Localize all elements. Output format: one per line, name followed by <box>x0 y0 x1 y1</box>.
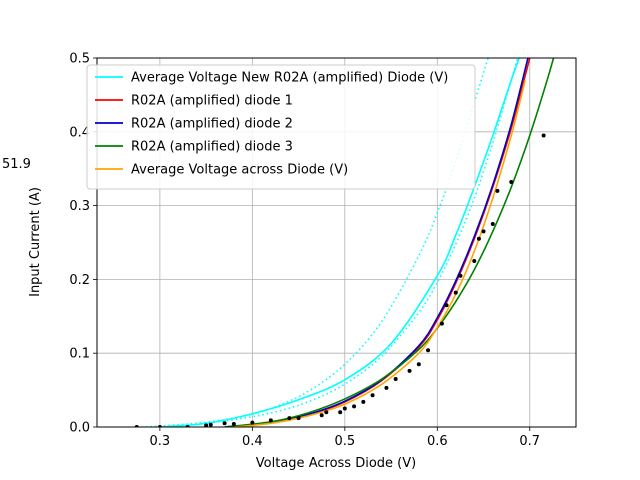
scatter-point <box>407 368 412 373</box>
scatter-point <box>338 410 343 415</box>
legend-box <box>86 64 476 190</box>
x-axis-ticks: 0.3 0.4 0.5 0.6 0.7 <box>150 427 540 449</box>
scatter-point <box>370 393 375 398</box>
y-tick-label: 0.3 <box>69 199 90 214</box>
scatter-point <box>222 421 227 426</box>
scatter-point <box>444 303 449 308</box>
x-tick-label: 0.6 <box>427 434 448 449</box>
x-tick-label: 0.4 <box>242 434 263 449</box>
scatter-point <box>476 236 481 241</box>
scatter-point <box>361 399 366 404</box>
plot-frame <box>96 57 577 428</box>
series-line <box>224 58 555 427</box>
x-tick-label: 0.5 <box>334 434 355 449</box>
scatter-point <box>509 179 514 184</box>
scatter-point <box>324 410 329 415</box>
y-axis-ticks: 0.0 0.1 0.2 0.3 0.4 0.5 <box>69 52 97 436</box>
scatter-point <box>416 362 421 367</box>
scatter-point <box>204 423 209 427</box>
scatter-point <box>541 133 546 138</box>
scatter-point <box>426 348 431 353</box>
x-tick-label: 0.3 <box>150 434 171 449</box>
legend-label: Average Voltage across Diode (V) <box>131 163 348 178</box>
scatter-point <box>472 258 477 263</box>
scatter-point <box>384 385 389 390</box>
scatter-point <box>393 377 398 382</box>
scatter-point <box>296 416 301 421</box>
scatter-point <box>250 420 255 425</box>
y-tick-label: 0.2 <box>69 273 90 288</box>
scatter-point <box>287 416 292 421</box>
legend-label: R02A (amplified) diode 3 <box>131 140 293 155</box>
scatter-point <box>319 413 324 418</box>
y-tick-label: 0.0 <box>69 421 90 436</box>
legend-label: R02A (amplified) diode 1 <box>131 94 293 109</box>
dotted-series-line <box>150 58 519 427</box>
scatter-point <box>231 422 236 427</box>
legend-label: Average Voltage New R02A (amplified) Dio… <box>131 71 448 86</box>
scatter-point <box>439 321 444 326</box>
y-axis-label: Input Current (A) <box>28 187 43 297</box>
series-line <box>233 79 526 427</box>
data-points <box>134 133 546 427</box>
scatter-point <box>495 188 500 193</box>
x-tick-label: 0.7 <box>519 434 540 449</box>
scatter-point <box>352 404 357 409</box>
x-axis-label: Voltage Across Diode (V) <box>256 456 416 471</box>
scatter-point <box>481 229 486 234</box>
y-tick-label: 0.5 <box>69 52 90 67</box>
legend-label: R02A (amplified) diode 2 <box>131 117 293 132</box>
series-line <box>233 58 529 427</box>
scatter-point <box>453 290 458 295</box>
scatter-point <box>490 222 495 227</box>
scatter-point <box>342 406 347 411</box>
y-tick-label: 0.1 <box>69 347 90 362</box>
scatter-point <box>458 273 463 278</box>
y-tick-label: 0.4 <box>69 125 90 140</box>
scatter-point <box>268 418 273 423</box>
legend: Average Voltage New R02A (amplified) Dio… <box>86 64 476 190</box>
scatter-point <box>208 422 213 427</box>
side-annotation: 51.9 <box>2 157 31 172</box>
series-line <box>159 58 521 427</box>
